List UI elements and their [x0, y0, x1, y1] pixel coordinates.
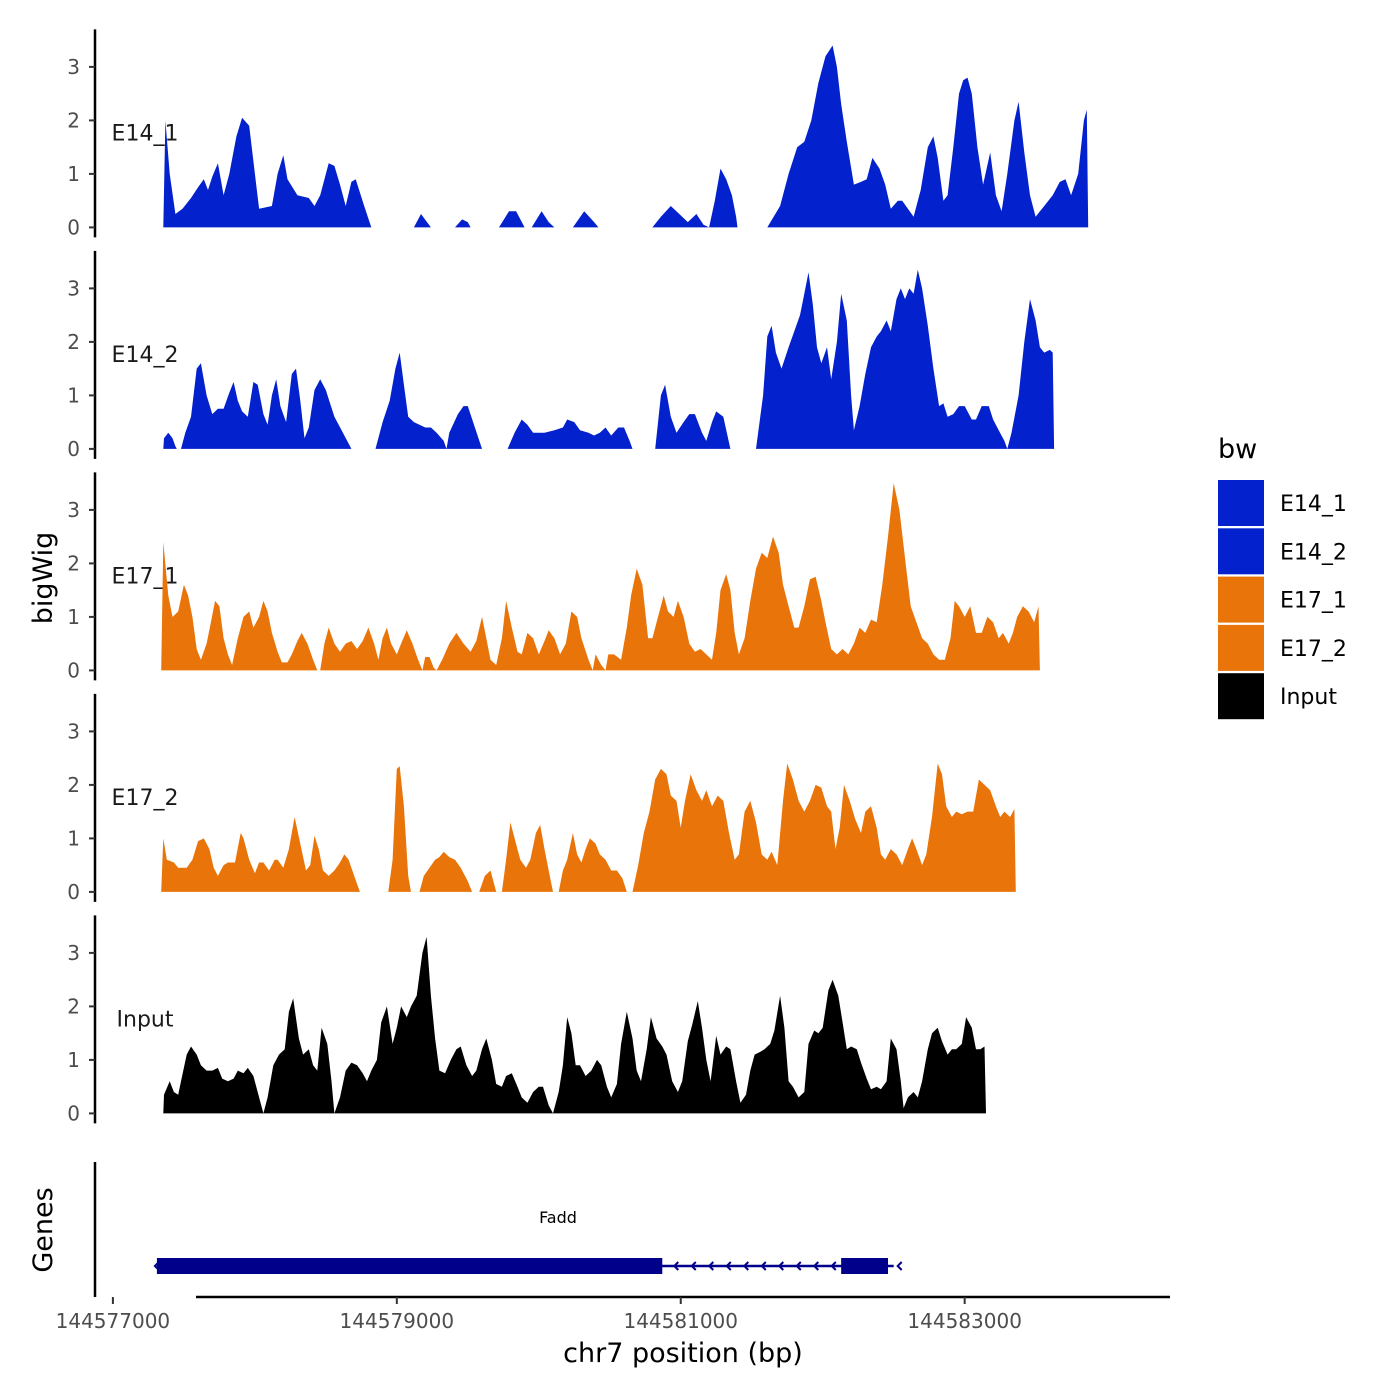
y-tick-label: 0 [67, 1101, 80, 1125]
legend-item-E17_2: E17_2 [1218, 624, 1347, 671]
x-tick-label: 144583000 [907, 1309, 1022, 1333]
y-tick-label: 0 [67, 880, 80, 904]
y-tick-label: 0 [67, 215, 80, 239]
y-tick-label: 2 [67, 108, 80, 132]
strand-arrow [760, 1261, 767, 1271]
legend-label: Input [1280, 685, 1337, 710]
y-tick-label: 3 [67, 941, 80, 965]
y-tick-label: 3 [67, 55, 80, 79]
y-tick-label: 1 [67, 1048, 80, 1072]
strand-arrow [795, 1261, 802, 1271]
track-label: E14_1 [112, 121, 179, 146]
legend-label: E14_2 [1280, 540, 1347, 565]
x-tick-label: 144577000 [56, 1309, 171, 1333]
gene-model [153, 1258, 903, 1274]
track-E14_1: 0 1 2 3 E14_1 [67, 29, 1089, 239]
y-tick-label: 1 [67, 383, 80, 407]
track-label: E17_1 [112, 564, 179, 589]
coverage-area-E17_1 [161, 483, 1040, 671]
track-E17_2: 0 1 2 3 E17_2 [67, 693, 1016, 904]
legend-items: E14_1 E14_2 E17_1 E17_2 Input [1218, 480, 1347, 720]
y-tick-label: 3 [67, 498, 80, 522]
gene-exon [156, 1258, 663, 1274]
gene-name-label: Fadd [539, 1208, 577, 1227]
y-tick-label: 3 [67, 719, 80, 743]
strand-arrow [830, 1261, 837, 1271]
y-tick-label: 2 [67, 330, 80, 354]
track-E17_1: 0 1 2 3 E17_1 [67, 472, 1040, 682]
strand-arrow [725, 1261, 732, 1271]
legend-item-E17_1: E17_1 [1218, 576, 1347, 623]
legend-label: E17_1 [1280, 589, 1347, 614]
strand-arrow [707, 1261, 714, 1271]
x-tick-label: 144581000 [623, 1309, 738, 1333]
coverage-area-Input [163, 936, 987, 1114]
strand-arrow [777, 1261, 784, 1271]
track-E14_2: 0 1 2 3 E14_2 [67, 250, 1055, 461]
gene-exon [841, 1258, 889, 1274]
strand-arrow [896, 1261, 903, 1271]
gene-track: Genes Fadd [28, 1162, 903, 1297]
legend-swatch [1218, 673, 1264, 720]
strand-arrow [153, 1261, 160, 1271]
x-axis-title: chr7 position (bp) [563, 1338, 803, 1369]
y-tick-label: 2 [67, 551, 80, 575]
x-tick-label: 144579000 [340, 1309, 455, 1333]
y-tick-label: 0 [67, 437, 80, 461]
coverage-area-E14_1 [163, 45, 1089, 228]
y-tick-label: 0 [67, 658, 80, 682]
strand-arrow [742, 1261, 749, 1271]
legend: bw E14_1 E14_2 E17_1 E17_2 Input [1218, 434, 1347, 720]
coverage-area-E17_2 [161, 763, 1016, 892]
strand-arrow [672, 1261, 679, 1271]
legend-label: E17_2 [1280, 637, 1347, 662]
coverage-tracks: 0 1 2 3 E14_1 0 1 2 3 E14_2 0 1 2 3 E17_1 0 1 2 3 E17_2 0 1 2 3… [67, 29, 1089, 1125]
legend-label: E14_1 [1280, 492, 1347, 517]
legend-title: bw [1218, 434, 1257, 465]
track-label: Input [117, 1007, 174, 1032]
x-axis-ticks: 144577000 144579000 144581000 144583000 [56, 1297, 1022, 1333]
legend-swatch [1218, 576, 1264, 623]
coverage-area-E14_2 [163, 269, 1055, 449]
y-axis-title: bigWig [28, 532, 59, 625]
y-tick-label: 1 [67, 826, 80, 850]
legend-swatch [1218, 624, 1264, 671]
legend-swatch [1218, 480, 1264, 526]
gene-track-title: Genes [28, 1187, 59, 1272]
y-tick-label: 1 [67, 605, 80, 629]
strand-arrow [812, 1261, 819, 1271]
track-label: E14_2 [112, 343, 179, 368]
y-tick-label: 1 [67, 162, 80, 186]
track-label: E17_2 [112, 786, 179, 811]
track-Input: 0 1 2 3 Input [67, 915, 987, 1125]
y-tick-label: 2 [67, 773, 80, 797]
legend-item-Input: Input [1218, 673, 1337, 720]
y-tick-label: 2 [67, 994, 80, 1018]
legend-item-E14_1: E14_1 [1218, 480, 1347, 526]
x-axis: 144577000 144579000 144581000 144583000 chr… [56, 1295, 1170, 1369]
y-tick-label: 3 [67, 276, 80, 300]
legend-item-E14_2: E14_2 [1218, 528, 1347, 575]
legend-swatch [1218, 528, 1264, 575]
strand-arrow [690, 1261, 697, 1271]
